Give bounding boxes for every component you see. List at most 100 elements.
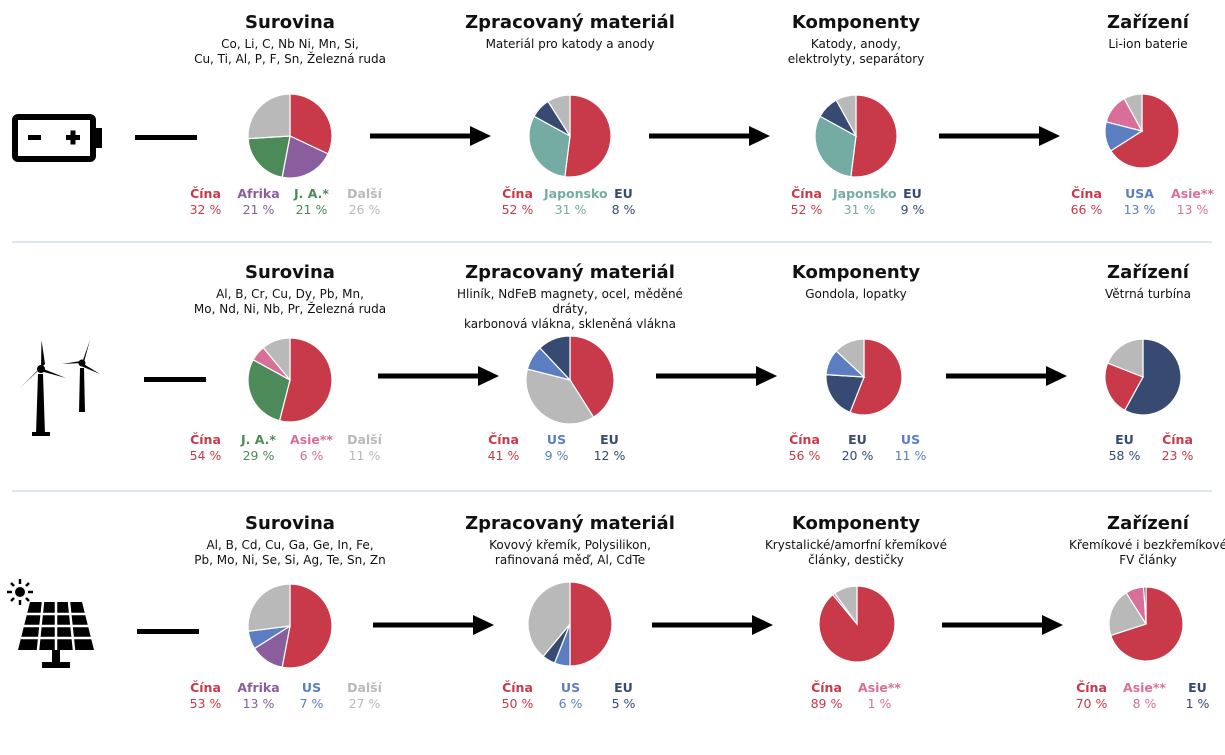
pie-chart bbox=[1105, 94, 1179, 168]
flow-arrow bbox=[939, 126, 1060, 146]
legend-item-afrika: Afrika 21 % bbox=[232, 186, 285, 218]
chart-legend: Čína 41 % US 9 % EU 12 % bbox=[477, 432, 636, 464]
chart-legend: Čína 56 % EU 20 % US 11 % bbox=[778, 432, 937, 464]
flow-arrow bbox=[942, 615, 1063, 635]
row-separator bbox=[12, 490, 1212, 492]
legend-value: 8 % bbox=[611, 202, 636, 217]
stage-subtitle: Gondola, lopatky bbox=[805, 287, 907, 301]
legend-item-na: Čína 89 % bbox=[800, 680, 853, 712]
legend-name: Asie** bbox=[858, 680, 901, 695]
stage-title: Zařízení bbox=[1107, 262, 1189, 283]
legend-value: 20 % bbox=[841, 448, 874, 463]
chart-legend: Čína 53 % Afrika 13 % US 7 % Další 27 % bbox=[179, 680, 391, 712]
arrow-head bbox=[756, 366, 777, 386]
stage-raw-material: Surovina Al, B, Cr, Cu, Dy, Pb, Mn, Mo, … bbox=[180, 262, 400, 317]
wind-row: Surovina Al, B, Cr, Cu, Dy, Pb, Mn, Mo, … bbox=[20, 262, 1194, 464]
pie-slice-eu bbox=[1143, 587, 1147, 625]
pie-slice-na bbox=[281, 584, 332, 668]
legend-item-na: Čína 53 % bbox=[179, 680, 232, 712]
arrow-head bbox=[1046, 366, 1067, 386]
legend-item-na: Čína 52 % bbox=[491, 186, 544, 218]
pie-slice-na bbox=[850, 95, 897, 177]
legend-item-eu: EU 20 % bbox=[831, 432, 884, 464]
stage-title: Surovina bbox=[245, 513, 335, 534]
legend-value: 13 % bbox=[1123, 202, 1156, 217]
legend-name: Čína bbox=[811, 680, 842, 695]
legend-item-eu: EU 5 % bbox=[597, 680, 650, 712]
stage-title: Surovina bbox=[245, 12, 335, 33]
legend-value: 52 % bbox=[790, 202, 823, 217]
legend-item-asie: Asie** 1 % bbox=[853, 680, 906, 712]
legend-name: Čína bbox=[791, 186, 822, 201]
legend-value: 11 % bbox=[894, 448, 927, 463]
legend-item-asie: Asie** 13 % bbox=[1166, 186, 1219, 218]
legend-value: 58 % bbox=[1108, 448, 1141, 463]
pie-slice-na bbox=[278, 338, 332, 422]
stage-subtitle: Větrná turbína bbox=[1104, 287, 1191, 301]
legend-name: US bbox=[900, 432, 921, 447]
legend-value: 70 % bbox=[1075, 696, 1108, 711]
legend-value: 41 % bbox=[487, 448, 520, 463]
pie-slice-other bbox=[526, 368, 595, 424]
legend-item-eu: EU 8 % bbox=[597, 186, 650, 218]
flow-arrow bbox=[649, 126, 770, 146]
legend-item-us: US 9 % bbox=[530, 432, 583, 464]
legend-item-dal: Další 26 % bbox=[338, 186, 391, 218]
arrow-shaft bbox=[939, 133, 1043, 139]
stage-subtitle: Materiál pro katody a anody bbox=[485, 37, 655, 51]
stage-subtitle: Katody, anody, elektrolyty, separátory bbox=[787, 37, 925, 66]
pie-slice-na bbox=[289, 94, 332, 155]
legend-value: 5 % bbox=[611, 696, 636, 711]
legend-item-us: US 11 % bbox=[884, 432, 937, 464]
stage-title: Zpracovaný materiál bbox=[465, 513, 675, 534]
arrow-shaft bbox=[656, 373, 760, 379]
stage-title: Surovina bbox=[245, 262, 335, 283]
legend-item-afrika: Afrika 13 % bbox=[232, 680, 285, 712]
stage-raw-material: Surovina Co, Li, C, Nb Ni, Mn, Si, Cu, T… bbox=[180, 12, 400, 67]
flow-arrow bbox=[652, 615, 773, 635]
legend-value: 9 % bbox=[544, 448, 569, 463]
chart-legend: Čína 70 % Asie** 8 % EU 1 % bbox=[1065, 680, 1224, 712]
legend-name: J. A.* bbox=[294, 186, 329, 201]
stage-raw-material: Surovina Al, B, Cd, Cu, Ga, Ge, In, Fe, … bbox=[180, 513, 400, 568]
legend-value: 27 % bbox=[348, 696, 381, 711]
legend-name: Další bbox=[347, 186, 382, 201]
legend-name: US bbox=[560, 680, 581, 695]
pie-chart bbox=[529, 95, 611, 177]
legend-value: 21 % bbox=[242, 202, 275, 217]
flow-arrow bbox=[656, 366, 777, 386]
stage-device: Zařízení Křemíkové i bezkřemíkové FV člá… bbox=[1038, 513, 1225, 568]
legend-name: Čína bbox=[190, 680, 221, 695]
stage-device: Zařízení Li-ion baterie bbox=[1038, 12, 1225, 52]
pie-slice-japonsko bbox=[529, 115, 571, 177]
stage-subtitle: Li-ion baterie bbox=[1108, 37, 1188, 51]
arrow-shaft bbox=[946, 373, 1050, 379]
legend-name: Asie** bbox=[1171, 186, 1214, 201]
legend-item-eu: EU 1 % bbox=[1171, 680, 1224, 712]
pie-slice-eu bbox=[826, 374, 865, 414]
legend-item-japonsko: Japonsko 31 % bbox=[833, 186, 897, 218]
legend-value: 23 % bbox=[1161, 448, 1194, 463]
stage-processed-material: Zpracovaný materiál Hliník, NdFeB magnet… bbox=[445, 262, 695, 332]
pie-slice-dal bbox=[262, 338, 291, 382]
legend-name: Asie** bbox=[1123, 680, 1166, 695]
legend-name: EU bbox=[614, 680, 633, 695]
legend-name: Čína bbox=[488, 432, 519, 447]
legend-name: Afrika bbox=[237, 186, 280, 201]
chart-legend: Čína 66 % USA 13 % Asie** 13 % bbox=[1060, 186, 1219, 218]
arrow-head bbox=[473, 615, 494, 635]
pie-slice-afrika bbox=[281, 135, 329, 178]
legend-item-asie: Asie** 6 % bbox=[285, 432, 338, 464]
flow-arrow bbox=[946, 366, 1067, 386]
arrow-head bbox=[478, 366, 499, 386]
pie-chart bbox=[826, 339, 902, 415]
wind-turbine-icon bbox=[20, 340, 100, 436]
legend-item-eu: EU 9 % bbox=[886, 186, 939, 218]
legend-value: 8 % bbox=[1132, 696, 1157, 711]
legend-value: 31 % bbox=[843, 202, 876, 217]
legend-item-j-a: J. A.* 29 % bbox=[232, 432, 285, 464]
pie-chart bbox=[248, 94, 332, 178]
flow-arrow bbox=[370, 126, 491, 146]
legend-item-j-a: J. A.* 21 % bbox=[285, 186, 338, 218]
legend-value: 21 % bbox=[295, 202, 328, 217]
